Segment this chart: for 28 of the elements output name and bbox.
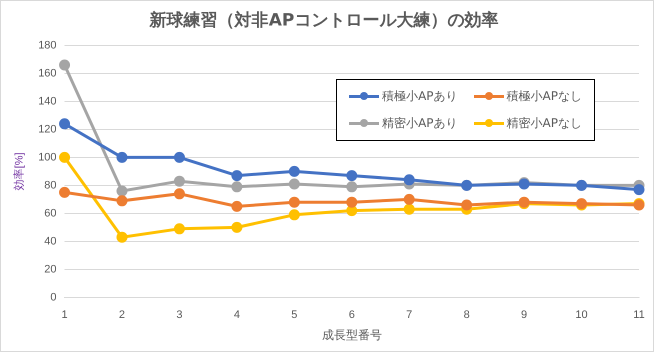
x-tick-label: 11 xyxy=(633,309,645,322)
y-tick-label: 180 xyxy=(38,39,57,52)
x-tick-label: 10 xyxy=(575,309,588,322)
x-tick-label: 4 xyxy=(234,309,240,322)
legend-label: 積極小APなし xyxy=(506,88,582,105)
y-tick-label: 120 xyxy=(38,123,57,136)
y-tick-label: 140 xyxy=(38,95,57,108)
x-tick-label: 2 xyxy=(118,309,126,322)
y-tick-label: 100 xyxy=(38,151,57,164)
x-tick-label: 7 xyxy=(406,309,412,322)
x-tick-label: 3 xyxy=(176,309,183,322)
x-tick-label: 5 xyxy=(291,309,298,322)
y-tick-label: 80 xyxy=(44,179,57,192)
x-tick-label: 9 xyxy=(521,309,528,322)
x-tick-label: 6 xyxy=(348,309,355,322)
y-tick-label: 60 xyxy=(44,207,57,220)
y-tick-label: 0 xyxy=(50,291,57,304)
legend-label: 精密小APあり xyxy=(382,115,458,132)
chart-title: 新球練習（対非APコントロール大練）の効率 xyxy=(148,10,498,31)
x-axis-title: 成長型番号 xyxy=(322,328,382,342)
y-axis-title: 効率[%] xyxy=(12,152,26,190)
x-tick-label: 8 xyxy=(464,309,470,322)
y-tick-label: 40 xyxy=(44,235,57,248)
legend-label: 精密小APなし xyxy=(506,115,582,132)
y-tick-label: 160 xyxy=(38,67,57,80)
legend-label: 積極小APあり xyxy=(382,88,458,105)
x-tick-label: 1 xyxy=(61,309,68,322)
y-tick-label: 20 xyxy=(44,263,57,276)
